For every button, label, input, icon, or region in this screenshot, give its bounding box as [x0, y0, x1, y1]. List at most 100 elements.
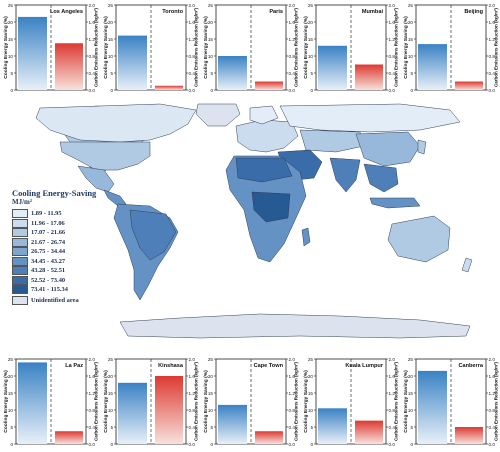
left-tick-label: 10: [208, 54, 214, 59]
chart-mumbai: 0 5 10 15 20 25 0.0 0.4 0.8 1.2 1.6 2.0 Cooling Ener…: [302, 2, 401, 94]
left-tick-label: 0: [10, 88, 13, 93]
right-tick-label: 0.8: [489, 408, 496, 413]
right-tick-label: 2.0: [189, 357, 196, 362]
right-tick-label: 1.6: [189, 20, 196, 25]
legend-row: 73.41 - 115.34: [12, 285, 122, 294]
right-tick-label: 0.4: [289, 425, 296, 430]
energy-saving-bar: [18, 362, 47, 444]
city-title: Cape Town: [254, 363, 284, 369]
left-tick-label: 15: [8, 37, 14, 42]
carbon-reduction-bar: [155, 376, 183, 444]
mini-chart-svg: 0 5 10 15 20 25 0.0 0.4 0.8 1.2 1.6 2.0 Cooling Ener…: [203, 3, 299, 93]
left-tick-label: 10: [308, 54, 314, 59]
left-tick-label: 15: [408, 391, 414, 396]
right-tick-label: 0.8: [289, 54, 296, 59]
legend-swatch: [12, 209, 28, 218]
left-tick-label: 0: [210, 442, 213, 447]
map-legend: Cooling Energy-Saving MJ/m² 1.89 - 11.95…: [12, 188, 122, 306]
right-tick-label: 0.0: [389, 442, 396, 447]
right-tick-label: 0.0: [89, 88, 96, 93]
right-tick-label: 0.4: [189, 71, 196, 76]
right-tick-label: 1.2: [289, 37, 296, 42]
right-tick-label: 0.0: [489, 442, 496, 447]
right-tick-label: 1.2: [89, 37, 96, 42]
left-tick-label: 5: [410, 71, 413, 76]
left-tick-label: 25: [308, 3, 314, 8]
left-tick-label: 25: [308, 357, 314, 362]
right-tick-label: 0.0: [389, 88, 396, 93]
mini-chart-svg: 0 5 10 15 20 25 0.0 0.4 0.8 1.2 1.6 2.0 Cooling Ener…: [403, 3, 499, 93]
left-tick-label: 0: [310, 442, 313, 447]
left-tick-label: 10: [108, 54, 114, 59]
legend-label: 1.89 - 11.95: [31, 210, 62, 217]
right-axis-label: Carbon Emissions Reduction (kg/m²): [494, 361, 499, 441]
left-tick-label: 5: [110, 71, 113, 76]
india-region: [329, 157, 361, 193]
left-tick-label: 5: [10, 71, 13, 76]
left-axis-label: Cooling Energy Saving (%): [403, 16, 409, 79]
right-tick-label: 2.0: [289, 3, 296, 8]
carbon-reduction-bar: [155, 85, 183, 90]
right-tick-label: 0.4: [89, 71, 96, 76]
left-tick-label: 20: [308, 20, 314, 25]
right-tick-label: 0.0: [289, 88, 296, 93]
right-tick-label: 0.4: [389, 425, 396, 430]
energy-saving-bar: [418, 44, 447, 90]
left-axis-label: Cooling Energy Saving (%): [303, 370, 309, 433]
left-tick-label: 5: [310, 71, 313, 76]
legend-row: 21.67 - 26.74: [12, 237, 122, 247]
legend-row: 17.07 - 21.66: [12, 228, 122, 237]
right-tick-label: 0.8: [189, 54, 196, 59]
right-tick-label: 2.0: [189, 3, 196, 8]
left-tick-label: 15: [108, 391, 114, 396]
usa-region: [59, 141, 151, 171]
right-tick-label: 0.8: [289, 408, 296, 413]
right-tick-label: 1.6: [289, 20, 296, 25]
mini-chart-svg: 0 5 10 15 20 25 0.0 0.4 0.8 1.2 1.6 2.0 Cooling Ener…: [303, 3, 399, 93]
energy-saving-bar: [18, 16, 47, 90]
legend-swatch: [12, 218, 28, 228]
left-axis-label: Cooling Energy Saving (%): [403, 370, 409, 433]
right-tick-label: 1.6: [189, 374, 196, 379]
left-tick-label: 10: [8, 408, 14, 413]
city-title: La Paz: [65, 363, 83, 369]
right-tick-label: 2.0: [289, 357, 296, 362]
canada-region: [35, 103, 197, 143]
left-tick-label: 5: [310, 425, 313, 430]
chart-cape-town: 0 5 10 15 20 25 0.0 0.4 0.8 1.2 1.6 2.0 Cooling Ener…: [202, 356, 301, 448]
right-tick-label: 1.2: [189, 37, 196, 42]
energy-saving-bar: [418, 370, 447, 444]
right-axis-label: Carbon Emissions Reduction (kg/m²): [194, 361, 199, 441]
left-tick-label: 25: [108, 3, 114, 8]
city-title: Toronto: [162, 9, 183, 15]
left-tick-label: 15: [208, 391, 214, 396]
right-axis-label: Carbon Emissions Reduction (kg/m²): [294, 7, 299, 87]
right-tick-label: 2.0: [389, 357, 396, 362]
left-tick-label: 0: [310, 88, 313, 93]
left-tick-label: 5: [410, 425, 413, 430]
left-tick-label: 20: [408, 374, 414, 379]
left-tick-label: 15: [208, 37, 214, 42]
right-tick-label: 0.8: [389, 54, 396, 59]
left-tick-label: 25: [208, 357, 214, 362]
left-tick-label: 5: [210, 425, 213, 430]
right-tick-label: 1.2: [489, 391, 496, 396]
energy-saving-bar: [318, 408, 347, 444]
left-tick-label: 15: [408, 37, 414, 42]
chart-paris: 0 5 10 15 20 25 0.0 0.4 0.8 1.2 1.6 2.0 Cooling Ener…: [202, 2, 301, 94]
legend-label: 17.07 - 21.66: [31, 229, 66, 236]
left-tick-label: 0: [210, 88, 213, 93]
central-asia-region: [299, 129, 365, 153]
indonesia-region: [369, 197, 421, 209]
energy-saving-bar: [218, 56, 247, 90]
australia-region: [387, 215, 451, 263]
legend-swatch: [12, 296, 28, 305]
left-tick-label: 0: [10, 442, 13, 447]
city-title: Paris: [269, 9, 283, 15]
world-map: [0, 100, 500, 350]
carbon-reduction-bar: [455, 427, 483, 444]
legend-label: 21.67 - 26.74: [31, 238, 66, 246]
energy-saving-bar: [218, 404, 247, 444]
left-tick-label: 25: [8, 357, 14, 362]
